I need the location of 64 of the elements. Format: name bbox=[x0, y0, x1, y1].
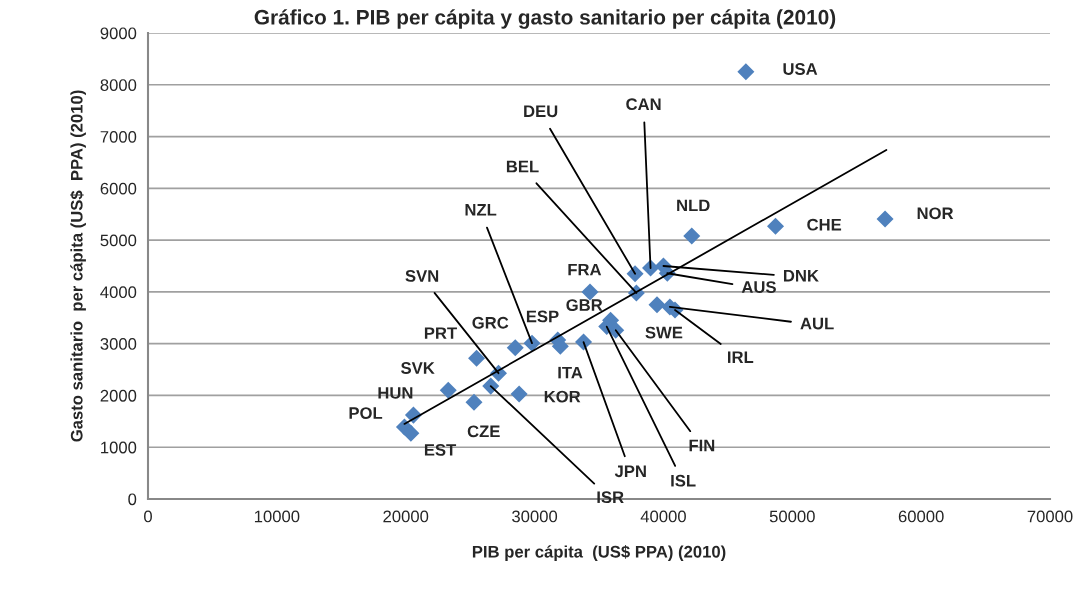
point bbox=[737, 63, 755, 81]
annotation: NZL bbox=[465, 204, 497, 216]
point bbox=[468, 349, 486, 367]
annotation: ISR bbox=[597, 491, 624, 504]
annotation: USA bbox=[783, 63, 818, 75]
point bbox=[439, 381, 457, 399]
point bbox=[876, 210, 894, 228]
annotation: SWE bbox=[645, 326, 683, 339]
point bbox=[626, 265, 644, 283]
x-tick-label: 10000 bbox=[254, 510, 300, 523]
y-tick-label: 0 bbox=[128, 493, 137, 506]
x-tick-label: 30000 bbox=[512, 510, 558, 523]
annotation: AUL bbox=[800, 317, 834, 330]
y-tick-label: 3000 bbox=[100, 338, 137, 350]
y-tick-label: 4000 bbox=[100, 286, 137, 299]
point bbox=[510, 385, 528, 403]
x-tick-label: 50000 bbox=[769, 510, 815, 523]
annotation: CZE bbox=[467, 425, 500, 438]
y-tick-label: 1000 bbox=[101, 441, 137, 454]
point bbox=[465, 393, 483, 411]
annotation: CHE bbox=[807, 218, 842, 231]
annotation: KOR bbox=[544, 390, 581, 403]
annotation: AUS bbox=[741, 281, 776, 293]
chart-title: Gráfico 1. PIB per cápita y gasto sanitario per cápita (2010) bbox=[254, 9, 836, 29]
point bbox=[767, 217, 785, 235]
annotation: ESP bbox=[526, 310, 559, 323]
point bbox=[482, 377, 500, 395]
annotation: DEU bbox=[524, 105, 558, 118]
annotation: NOR bbox=[917, 207, 954, 220]
y-tick-label: 5000 bbox=[100, 234, 137, 247]
annotation: DNK bbox=[783, 269, 819, 282]
x-tick-label: 0 bbox=[144, 510, 152, 523]
annotation: EST bbox=[424, 443, 457, 456]
x-tick-label: 20000 bbox=[383, 510, 429, 523]
point bbox=[683, 227, 701, 245]
point bbox=[648, 296, 666, 314]
x-tick-label: 40000 bbox=[640, 510, 686, 523]
x-axis-title: PIB per cápita (US$ PPA) (2010) bbox=[472, 545, 726, 561]
annotation: BEL bbox=[506, 160, 539, 173]
annotation: FRA bbox=[568, 263, 602, 276]
y-tick-label: 8000 bbox=[100, 79, 137, 91]
annotation: POL bbox=[349, 407, 383, 419]
annotation: JPN bbox=[614, 465, 646, 478]
annotation: NLD bbox=[677, 199, 710, 212]
annotation: SVN bbox=[405, 270, 439, 282]
y-axis-title: Gasto sanitario per cápita (US$ PPA) (2010) bbox=[70, 90, 86, 442]
y-tick-label: 9000 bbox=[100, 27, 137, 40]
annotation: CAN bbox=[626, 98, 661, 111]
point bbox=[506, 339, 524, 357]
point bbox=[402, 424, 420, 442]
y-tick-label: 7000 bbox=[100, 130, 137, 143]
y-tick-label: 2000 bbox=[100, 389, 137, 402]
annotation: IRL bbox=[727, 351, 754, 363]
x-tick-label: 70000 bbox=[1027, 510, 1073, 523]
y-tick-label: 6000 bbox=[100, 182, 137, 195]
annotation: GRC bbox=[472, 316, 509, 329]
annotation: SVK bbox=[401, 362, 435, 374]
x-tick-label: 60000 bbox=[898, 510, 944, 523]
annotation: GBR bbox=[566, 299, 603, 311]
annotation: FIN bbox=[689, 439, 715, 452]
annotation: ITA bbox=[558, 366, 583, 379]
annotation: HUN bbox=[378, 387, 413, 399]
annotation: ISL bbox=[671, 474, 696, 487]
annotation: PRT bbox=[424, 327, 457, 339]
